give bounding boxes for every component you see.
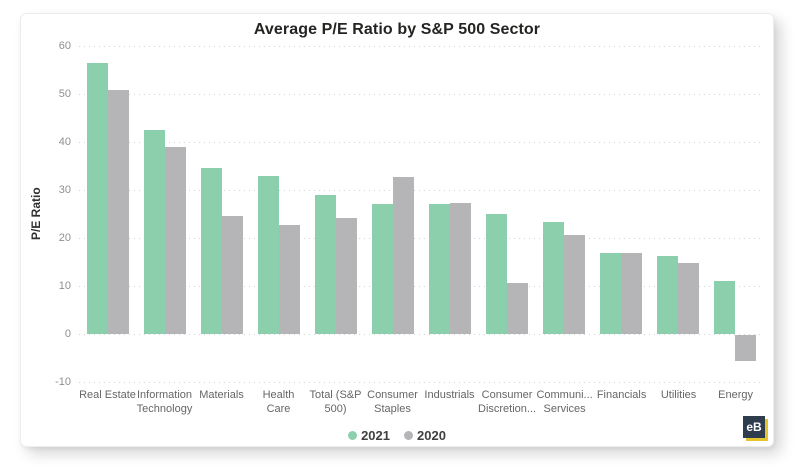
bar-2020-consumer-discretion[interactable]: [507, 283, 529, 334]
gridline: [79, 238, 764, 239]
x-category-label-industrials: Industrials: [424, 389, 475, 401]
bar-2020-materials[interactable]: [221, 215, 243, 334]
gridline: [79, 94, 764, 95]
y-tick-label: 20: [58, 232, 71, 244]
bar-2021-health-care[interactable]: [257, 175, 279, 334]
y-tick-label: 0: [64, 328, 71, 340]
y-tick-label: -10: [55, 376, 71, 388]
x-category-label-real-estate: Real Estate: [79, 389, 136, 401]
bar-2020-total-s-p-500[interactable]: [335, 217, 357, 334]
bar-2020-utilities[interactable]: [678, 263, 700, 334]
gridline: [79, 286, 764, 287]
chart-card: Average P/E Ratio by S&P 500 Sector P/E …: [20, 13, 774, 447]
bar-2020-financials[interactable]: [621, 252, 643, 334]
bar-2020-consumer-staples[interactable]: [392, 177, 414, 334]
x-category-label-energy: Energy: [718, 389, 753, 401]
x-category-label-communi-services: Communi... Services: [536, 389, 593, 415]
plot-area: [79, 46, 764, 383]
bar-2021-energy[interactable]: [714, 280, 736, 334]
gridline: [79, 334, 764, 335]
bar-2020-information-technology[interactable]: [164, 147, 186, 334]
bar-2021-information-technology[interactable]: [143, 130, 165, 334]
bar-2020-real-estate[interactable]: [107, 90, 129, 334]
y-axis-ticks: 60 50 40 30 20 10 0 -10: [21, 40, 71, 388]
bar-2020-communi-services[interactable]: [564, 235, 586, 334]
bar-2021-consumer-staples[interactable]: [371, 203, 393, 334]
y-tick-label: 10: [58, 280, 71, 292]
x-category-label-total-s-p-500: Total (S&P 500): [309, 389, 362, 415]
y-tick-label: 50: [58, 88, 71, 100]
gridline: [79, 142, 764, 143]
bar-2021-total-s-p-500[interactable]: [314, 194, 336, 334]
x-category-label-consumer-staples: Consumer Staples: [367, 389, 418, 415]
bar-2021-real-estate[interactable]: [86, 63, 108, 334]
x-category-label-financials: Financials: [596, 389, 647, 401]
bar-2021-materials[interactable]: [200, 167, 222, 334]
legend-marker: [348, 430, 358, 440]
y-tick-label: 30: [58, 184, 71, 196]
legend-label: 2020: [417, 427, 446, 443]
bar-2021-financials[interactable]: [600, 252, 622, 334]
x-category-label-information-technology: Information Technology: [136, 389, 193, 415]
x-axis-labels: Real Estate Information Technology Material…: [79, 388, 764, 416]
legend-item-2021[interactable]: 2021: [348, 428, 390, 443]
x-category-label-health-care: Health Care: [262, 389, 295, 415]
bar-2021-consumer-discretion[interactable]: [486, 213, 508, 334]
legend-marker: [404, 430, 413, 440]
brand-logo: eB: [743, 416, 769, 442]
x-category-label-consumer-discretion: Consumer Discretion...: [478, 389, 537, 415]
bar-2020-energy[interactable]: [735, 335, 757, 361]
logo-tile: eB: [743, 416, 765, 438]
legend: 2021 2020: [21, 426, 773, 444]
legend-label: 2021: [361, 427, 390, 443]
bar-2021-industrials[interactable]: [429, 203, 451, 334]
x-category-label-materials: Materials: [199, 389, 244, 401]
legend-item-2020[interactable]: 2020: [404, 428, 446, 443]
bar-2020-industrials[interactable]: [450, 202, 472, 334]
y-tick-label: 60: [58, 40, 71, 52]
gridline: [79, 190, 764, 191]
bar-2021-utilities[interactable]: [657, 256, 679, 334]
bar-2021-communi-services[interactable]: [543, 222, 565, 334]
x-category-label-utilities: Utilities: [660, 389, 697, 401]
bar-2020-health-care[interactable]: [278, 225, 300, 334]
chart-title: Average P/E Ratio by S&P 500 Sector: [253, 21, 541, 38]
gridline: [79, 382, 764, 383]
y-tick-label: 40: [58, 136, 71, 148]
gridline: [79, 46, 764, 47]
